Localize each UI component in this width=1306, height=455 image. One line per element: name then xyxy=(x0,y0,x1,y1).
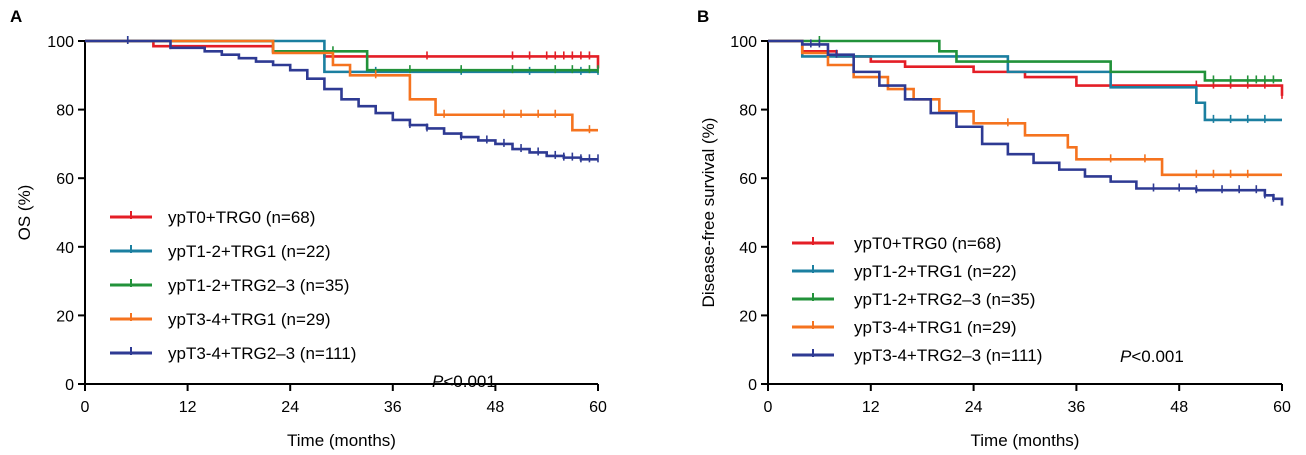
p-value-symbol: P xyxy=(432,372,444,391)
series-line-0 xyxy=(768,39,1284,96)
series-line-3 xyxy=(768,39,1282,177)
y-tick-label: 20 xyxy=(56,308,74,325)
y-tick-label: 80 xyxy=(739,103,757,120)
x-tick-label: 36 xyxy=(1068,399,1086,416)
y-tick-label: 100 xyxy=(47,34,74,51)
y-tick-label: 0 xyxy=(65,377,74,394)
x-tick-label: 36 xyxy=(384,399,402,416)
series-line-4 xyxy=(85,39,598,161)
y-tick-label: 60 xyxy=(739,171,757,188)
x-tick-label: 60 xyxy=(1273,399,1291,416)
x-tick-label: 48 xyxy=(487,399,505,416)
x-tick-label: 24 xyxy=(965,399,983,416)
x-axis-title: Time (months) xyxy=(971,431,1080,450)
x-tick-label: 48 xyxy=(1170,399,1188,416)
x-tick-label: 24 xyxy=(281,399,299,416)
x-tick-label: 0 xyxy=(81,399,90,416)
y-axis-title: OS (%) xyxy=(15,185,34,241)
chart-panel-a: A 0 20 40 60 80 100 0 12 24 36 48 60 Time (months) OS … xyxy=(10,7,607,450)
y-tick-label: 100 xyxy=(730,34,757,51)
p-value-symbol: P xyxy=(1120,347,1132,366)
p-value-annotation: P<0.001 xyxy=(1120,347,1184,366)
p-value-text: <0.001 xyxy=(1131,347,1183,366)
y-tick-label: 0 xyxy=(748,377,757,394)
x-tick-label: 60 xyxy=(589,399,607,416)
legend-label-4: ypT3-4+TRG2–3 (n=111) xyxy=(168,344,356,363)
series-line-2 xyxy=(768,39,1282,82)
legend-label-0: ypT0+TRG0 (n=68) xyxy=(854,234,1001,253)
y-tick-label: 20 xyxy=(739,308,757,325)
series-line-4 xyxy=(768,39,1284,206)
chart-panel-b: B 0 20 40 60 80 100 0 12 24 36 48 60 Time (months) Dis… xyxy=(697,7,1291,450)
legend-label-3: ypT3-4+TRG1 (n=29) xyxy=(854,318,1017,337)
legend-label-4: ypT3-4+TRG2–3 (n=111) xyxy=(854,346,1042,365)
legend-label-3: ypT3-4+TRG1 (n=29) xyxy=(168,310,331,329)
legend-label-2: ypT1-2+TRG2–3 (n=35) xyxy=(168,276,349,295)
panel-label: B xyxy=(697,7,709,26)
y-tick-label: 60 xyxy=(56,171,74,188)
x-axis-title: Time (months) xyxy=(287,431,396,450)
legend-label-2: ypT1-2+TRG2–3 (n=35) xyxy=(854,290,1035,309)
x-tick-label: 12 xyxy=(862,399,880,416)
panel-label: A xyxy=(10,7,22,26)
p-value-text: <0.001 xyxy=(443,372,495,391)
legend-label-0: ypT0+TRG0 (n=68) xyxy=(168,208,315,227)
legend-label-1: ypT1-2+TRG1 (n=22) xyxy=(168,242,331,261)
p-value-annotation: P<0.001 xyxy=(432,372,496,391)
y-tick-label: 40 xyxy=(56,240,74,257)
x-tick-label: 12 xyxy=(179,399,197,416)
legend-label-1: ypT1-2+TRG1 (n=22) xyxy=(854,262,1017,281)
x-tick-label: 0 xyxy=(764,399,773,416)
y-tick-label: 40 xyxy=(739,240,757,257)
y-tick-label: 80 xyxy=(56,103,74,120)
y-axis-title: Disease-free survival (%) xyxy=(699,118,718,308)
series-line-3 xyxy=(85,39,598,132)
